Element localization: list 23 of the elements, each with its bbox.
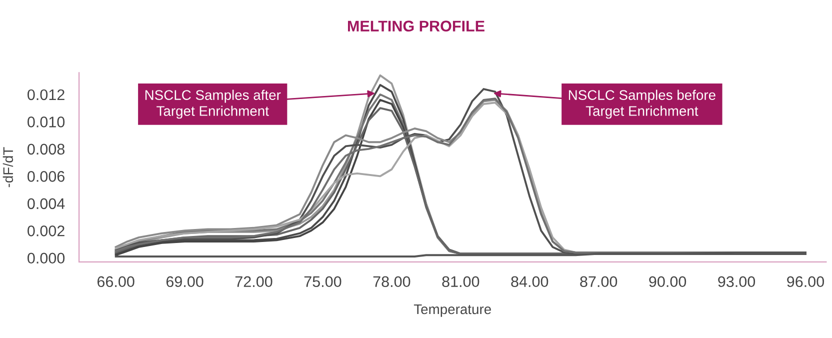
y-axis-title: -dF/dT (2, 147, 14, 188)
annotation: NSCLC Samples after Target Enrichment (145, 90, 281, 119)
x-tick-label: 78.00 (373, 276, 410, 288)
y-tick-label: 0.012 (28, 89, 64, 100)
x-tick-label: 66.00 (97, 276, 134, 288)
x-axis-title: Temperature (414, 304, 491, 317)
x-tick-label: 96.00 (787, 276, 824, 288)
x-tick-label: 93.00 (718, 276, 756, 288)
x-tick-label: 87.00 (580, 276, 618, 288)
x-tick-label: 69.00 (166, 276, 204, 288)
annotation: NSCLC Samples before Target Enrichment (568, 90, 716, 119)
x-tick-label: 72.00 (235, 276, 272, 288)
y-tick-label: 0.000 (28, 252, 65, 264)
y-tick-label: 0.008 (28, 144, 64, 155)
x-tick-label: 75.00 (304, 276, 342, 288)
y-tick-label: 0.002 (28, 226, 64, 236)
chart-title: MELTING PROFILE (348, 20, 484, 32)
x-tick-label: 90.00 (649, 276, 686, 288)
x-tick-label: 84.00 (511, 276, 548, 288)
x-tick-label: 81.00 (442, 276, 480, 288)
y-tick-label: 0.010 (28, 116, 65, 128)
y-tick-label: 0.004 (28, 198, 65, 210)
y-tick-label: 0.006 (28, 171, 64, 182)
